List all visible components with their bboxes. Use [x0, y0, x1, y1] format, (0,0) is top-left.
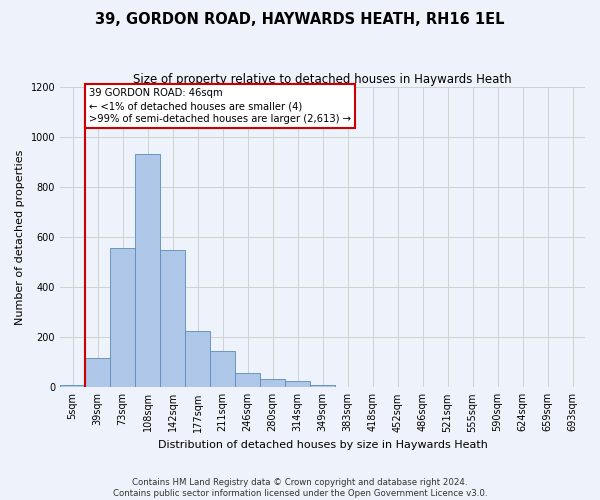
Bar	[185, 331, 210, 388]
Bar	[260, 379, 285, 388]
Bar	[60, 386, 85, 388]
Bar	[135, 154, 160, 388]
Text: Contains HM Land Registry data © Crown copyright and database right 2024.
Contai: Contains HM Land Registry data © Crown c…	[113, 478, 487, 498]
Bar	[160, 250, 185, 388]
Title: Size of property relative to detached houses in Haywards Heath: Size of property relative to detached ho…	[133, 72, 512, 86]
Y-axis label: Number of detached properties: Number of detached properties	[15, 150, 25, 324]
Bar	[210, 351, 235, 388]
Text: 39, GORDON ROAD, HAYWARDS HEATH, RH16 1EL: 39, GORDON ROAD, HAYWARDS HEATH, RH16 1E…	[95, 12, 505, 28]
Bar	[85, 358, 110, 388]
Bar	[110, 248, 135, 388]
X-axis label: Distribution of detached houses by size in Haywards Heath: Distribution of detached houses by size …	[158, 440, 487, 450]
Bar	[235, 373, 260, 388]
Text: 39 GORDON ROAD: 46sqm
← <1% of detached houses are smaller (4)
>99% of semi-deta: 39 GORDON ROAD: 46sqm ← <1% of detached …	[89, 88, 351, 124]
Bar	[285, 381, 310, 388]
Bar	[310, 385, 335, 388]
